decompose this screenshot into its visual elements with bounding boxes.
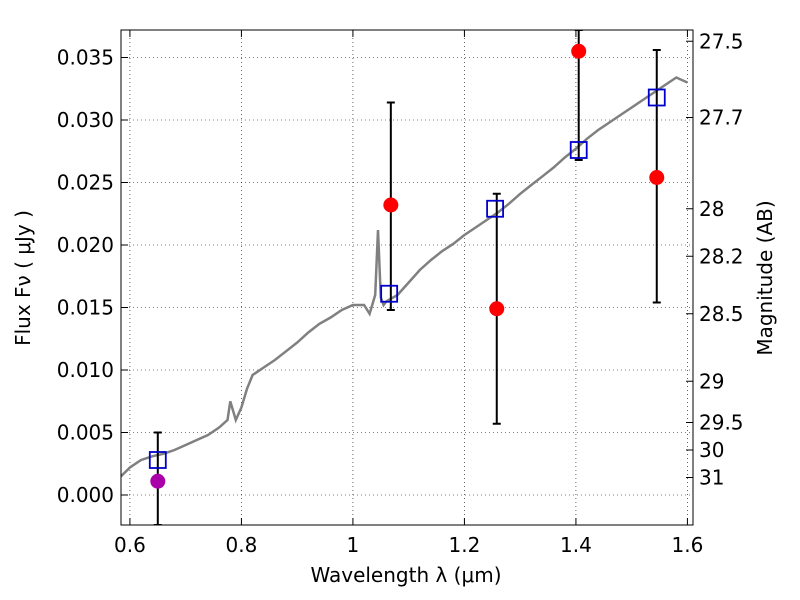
y-axis-right-label: Magnitude (AB) bbox=[753, 200, 777, 355]
observed-point bbox=[489, 301, 505, 317]
model-point bbox=[569, 141, 588, 159]
y-tick-label: 0.025 bbox=[57, 171, 114, 195]
upper-limit-point bbox=[150, 473, 166, 489]
y-tick-label: 0.015 bbox=[57, 296, 114, 320]
right-tick-label: 28 bbox=[699, 197, 724, 221]
model-point bbox=[380, 284, 399, 303]
x-tick-label: 0.8 bbox=[226, 533, 258, 557]
x-tick-label: 1 bbox=[347, 533, 360, 557]
model-point bbox=[148, 451, 167, 469]
x-tick-label: 0.6 bbox=[114, 533, 146, 557]
y-axis-label: Flux Fν ( μJy ) bbox=[11, 210, 35, 346]
observed-point bbox=[649, 170, 665, 185]
observed-point bbox=[383, 197, 399, 213]
y-tick-label: 0.010 bbox=[57, 358, 114, 382]
model-point bbox=[647, 88, 666, 107]
x-tick-label: 1.4 bbox=[560, 533, 592, 557]
grid bbox=[121, 30, 693, 525]
spectrum-line bbox=[121, 76, 688, 478]
right-tick-label: 28.2 bbox=[699, 244, 744, 268]
plot-frame bbox=[120, 29, 694, 526]
right-tick-label: 27.5 bbox=[699, 29, 744, 53]
x-tick-label: 1.2 bbox=[449, 533, 481, 557]
observed-point bbox=[571, 43, 587, 59]
y-tick-label: 0.030 bbox=[57, 108, 114, 132]
y-tick-label: 0.000 bbox=[57, 483, 114, 507]
right-tick-label: 28.5 bbox=[699, 302, 744, 326]
right-tick-label: 29.5 bbox=[699, 411, 744, 435]
y-tick-label: 0.035 bbox=[57, 46, 114, 70]
plot-area bbox=[121, 30, 688, 525]
right-tick-label: 29 bbox=[699, 369, 724, 393]
x-tick-label: 1.6 bbox=[672, 533, 704, 557]
y-tick-label: 0.020 bbox=[57, 233, 114, 257]
right-tick-label: 31 bbox=[699, 466, 724, 490]
y-tick-label: 0.005 bbox=[57, 421, 114, 445]
right-tick-label: 27.7 bbox=[699, 106, 744, 130]
x-axis-label: Wavelength λ (μm) bbox=[310, 563, 501, 587]
tick-labels: 0.6 0.8 1 1.2 1.4 1.6 0.000 0.005 0.010 0.015 0.02… bbox=[57, 29, 744, 557]
axis-ticks bbox=[121, 30, 693, 525]
right-tick-label: 30 bbox=[699, 438, 724, 462]
model-point bbox=[486, 199, 504, 218]
